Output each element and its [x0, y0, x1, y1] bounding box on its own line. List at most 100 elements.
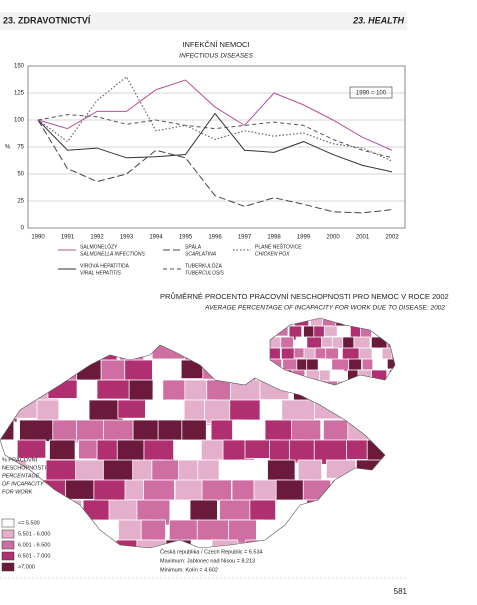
map-region — [24, 359, 57, 381]
map-region — [331, 519, 365, 545]
chart-title: INFEKČNÍ NEMOCI — [182, 40, 249, 49]
map-legend-title: OF INCAPACITY — [2, 481, 44, 487]
map-region — [373, 380, 392, 385]
map-region — [351, 379, 384, 405]
x-tick-label: 2002 — [385, 235, 399, 241]
annotation-box — [349, 86, 393, 99]
map-region — [314, 399, 345, 420]
map-outline — [269, 317, 396, 386]
legend-label-en: CHICKEN POX — [255, 251, 290, 257]
map-region — [271, 325, 289, 337]
map-region — [0, 359, 7, 380]
map-region — [140, 519, 166, 542]
header-left: 23. ZDRAVOTNICTVÍ — [3, 15, 91, 25]
map-region — [355, 459, 385, 481]
map-legend-label: 6.001 - 6.500 — [18, 542, 50, 548]
map-region — [363, 519, 385, 545]
x-tick-label: 1991 — [61, 235, 75, 241]
series-line — [37, 75, 393, 162]
map-legend-title: FOR WORK — [2, 489, 33, 495]
map-region — [270, 358, 283, 371]
map-region — [350, 380, 365, 385]
map-region — [382, 539, 385, 548]
map-title: PRŮMĚRNÉ PROCENTO PRACOVNÍ NESCHOPNOSTI … — [160, 292, 449, 301]
map-region — [325, 459, 356, 479]
legend-label-en: SALMONELLA INFECTIONS — [80, 251, 145, 257]
map-region — [350, 479, 380, 504]
map-region — [382, 519, 385, 539]
map-region — [335, 499, 361, 525]
x-tick-label: 1994 — [149, 235, 163, 241]
x-tick-label: 1993 — [120, 235, 134, 241]
legend-label-en: SCARLATINA — [185, 251, 217, 257]
x-tick-label: 1996 — [208, 235, 222, 241]
map-region — [0, 399, 18, 423]
series-line — [37, 112, 393, 173]
legend-swatch — [1, 551, 15, 561]
map-outline — [0, 344, 386, 549]
map-region — [93, 479, 129, 503]
y-tick-label: 150 — [14, 64, 25, 70]
map-note: Minimum: Kolín = 4.602 — [160, 567, 218, 573]
map-region — [267, 459, 296, 482]
map-subtitle: AVERAGE PERCENTAGE OF INCAPACITY FOR WOR… — [204, 305, 445, 312]
map-region — [197, 459, 223, 482]
map-region — [59, 345, 91, 364]
map-legend-label: >7.000 — [18, 564, 35, 570]
map-region — [296, 539, 324, 548]
map-region — [83, 539, 117, 548]
page-number: 581 — [394, 587, 408, 596]
map-region — [288, 325, 303, 341]
y-label: % — [5, 145, 11, 151]
x-tick-label: 1999 — [297, 235, 311, 241]
map-region — [76, 419, 106, 443]
map-legend-title: % PRACOVNÍ — [2, 456, 38, 463]
map-region — [270, 336, 272, 350]
map-region — [369, 399, 385, 423]
map-region — [341, 399, 369, 420]
map-region — [329, 369, 345, 382]
map-region — [270, 358, 274, 373]
map-region — [388, 369, 395, 381]
map-region — [287, 519, 313, 541]
maps — [0, 317, 416, 549]
legend-label: VIROVÁ HEPATITIDA — [80, 262, 130, 269]
map-region — [219, 499, 251, 521]
map-region — [0, 359, 28, 382]
map-region — [399, 359, 416, 369]
map-region — [45, 459, 79, 483]
map-region — [0, 379, 35, 400]
map-region — [34, 499, 71, 521]
map-region — [379, 479, 385, 502]
legend-swatch — [1, 540, 15, 550]
header-bar — [0, 12, 407, 30]
map-region — [353, 539, 385, 548]
map-legend-label: <= 5.500 — [18, 520, 40, 526]
map-region — [271, 539, 296, 548]
x-tick-label: 2001 — [356, 235, 370, 241]
map-region — [325, 380, 344, 385]
map-region — [181, 419, 207, 442]
map-region — [259, 379, 290, 400]
map-region — [306, 499, 338, 524]
y-tick-label: 125 — [14, 91, 25, 97]
map-region — [399, 337, 413, 349]
y-tick-label: 75 — [17, 145, 24, 151]
y-tick-label: 50 — [17, 172, 24, 178]
map-region — [386, 358, 395, 370]
map-region — [321, 539, 348, 548]
y-tick-label: 0 — [21, 226, 25, 232]
legend-label: SPÁLA — [185, 243, 202, 250]
map-region — [386, 440, 410, 460]
map-region — [382, 318, 395, 329]
map-region — [387, 460, 415, 482]
map-region — [294, 318, 310, 327]
map-region — [15, 499, 48, 522]
map-region — [347, 419, 375, 444]
map-region — [168, 519, 200, 543]
map-region — [280, 336, 294, 349]
map-region — [270, 369, 279, 382]
map-region — [363, 380, 383, 385]
legend-label-en: TUBERCULOSIS — [185, 270, 225, 276]
map-legend-title: PERCENTAGE — [2, 473, 40, 479]
